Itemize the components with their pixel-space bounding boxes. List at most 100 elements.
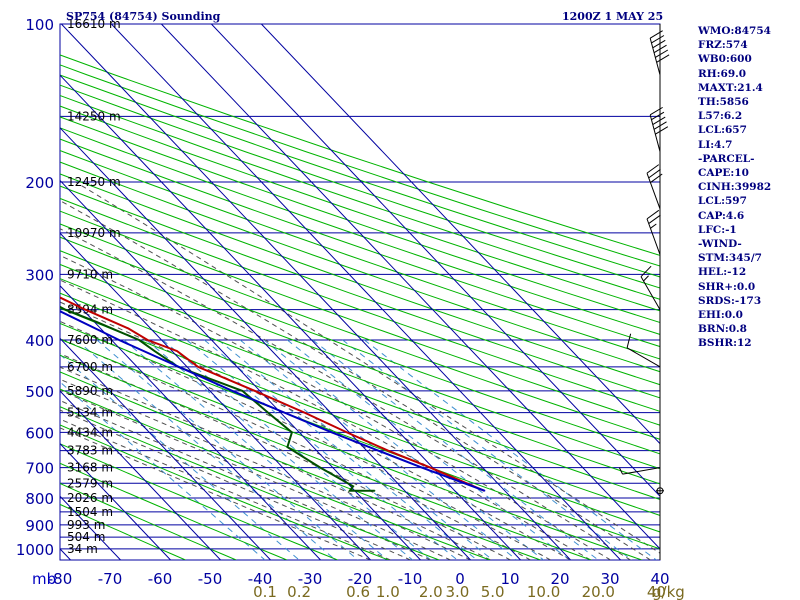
temperature-point (254, 390, 256, 392)
moist-adiabat-0 (60, 378, 471, 560)
index-line: EHI:0.0 (698, 309, 743, 322)
mixing-ratio-label-0.1: 0.1 (253, 583, 277, 600)
dry-adiabat-250 (60, 64, 660, 267)
x-tick-label--50: -50 (198, 570, 223, 588)
x-tick-label-10: 10 (500, 570, 519, 588)
dry-adiabat-180 (60, 138, 660, 348)
wind-barb-half-flag (618, 467, 624, 475)
parcel-point (331, 431, 333, 433)
mixing-ratio-line-1.5 (145, 339, 413, 560)
mixing-ratio-label-20.0: 20.0 (582, 583, 615, 600)
index-line: LFC:-1 (698, 223, 737, 236)
dewpoint-point (96, 321, 98, 323)
mixing-ratio-label-5.0: 5.0 (481, 583, 505, 600)
isotherm--40 (60, 337, 271, 560)
dry-adiabat--30 (60, 443, 338, 560)
dry-adiabat-200 (60, 116, 660, 324)
wind-barb-flag (653, 121, 667, 130)
x-tick-label-20: 20 (550, 570, 569, 588)
parcel-line (60, 310, 486, 492)
index-line: CINH:39982 (698, 181, 772, 194)
wind-barb-flag (648, 168, 661, 179)
moist-adiabat--16 (60, 418, 391, 560)
temperature-point (387, 450, 389, 452)
moist-adiabat-lines (60, 181, 660, 560)
dry-adiabat-260 (60, 54, 660, 256)
mixing-ratio-line-0.4 (76, 339, 336, 560)
isotherm--30 (60, 284, 321, 560)
pressure-label-1000: 1000 (16, 541, 54, 559)
wind-barb-column (618, 24, 670, 560)
isotherm-60 (261, 24, 660, 445)
wind-barb-flag (653, 44, 667, 54)
height-label-450: 6700 m (67, 360, 113, 374)
isotherm-20 (61, 24, 571, 560)
pressure-label-200: 200 (25, 174, 54, 192)
isotherm--50 (60, 390, 221, 560)
plot-frame (59, 23, 661, 561)
dry-adiabat-20 (60, 354, 592, 560)
pressure-label-800: 800 (25, 490, 54, 508)
dewpoint-point (64, 309, 66, 311)
dry-adiabat-30 (60, 338, 643, 560)
x-tick-label-30: 30 (600, 570, 619, 588)
index-line: RH:69.0 (698, 67, 747, 80)
height-label-650: 3783 m (67, 444, 113, 458)
parcel-point (421, 467, 423, 469)
height-label-1000: 34 m (67, 542, 98, 556)
x-tick-label--80: -80 (48, 570, 73, 588)
dry-adiabat--20 (60, 424, 389, 560)
wind-barb-flag (656, 54, 670, 63)
mixing-ratio-line-0.6 (96, 339, 359, 560)
x-tick-label--30: -30 (298, 570, 323, 588)
parcel-point (118, 339, 120, 341)
dry-adiabat--10 (60, 406, 440, 560)
pressure-label-700: 700 (25, 460, 54, 478)
dry-adiabat-90 (60, 250, 660, 470)
wind-barb-half-flag (650, 223, 657, 229)
parcel-point (231, 390, 233, 392)
height-label-250: 10970 m (67, 226, 121, 240)
dry-adiabat--50 (60, 482, 237, 560)
wind-barb-flag (640, 265, 652, 278)
dry-adiabat-60 (60, 292, 660, 516)
wind-barb-flag (650, 173, 663, 183)
dewpoint-point (154, 350, 156, 352)
index-line: CAPE:10 (698, 167, 749, 180)
index-line: WMO:84754 (698, 25, 771, 37)
dry-adiabat-220 (60, 94, 660, 300)
wind-barb-staff (649, 38, 661, 75)
isotherm-30 (111, 24, 621, 560)
height-label-150: 14250 m (67, 109, 121, 123)
height-label-700: 3168 m (67, 461, 113, 475)
dry-adiabat-10 (60, 371, 541, 560)
index-line: LCL:597 (698, 195, 747, 208)
mixing-ratio-line-0.1 (60, 381, 266, 560)
height-label-400: 7600 m (67, 333, 113, 347)
dewpoint-point (349, 490, 351, 492)
index-line: LCL:657 (698, 124, 747, 137)
wind-barb-staff (649, 114, 661, 152)
x-tick-label-40: 40 (650, 570, 669, 588)
pressure-label-500: 500 (25, 383, 54, 401)
height-label-100: 16610 m (67, 17, 121, 31)
dry-adiabat-lines (60, 54, 660, 560)
dry-adiabat-100 (60, 236, 660, 455)
sounding-indices-panel: WMO:84754 FRZ:574 WB0:600 RH:69.0 MAXT:21.4 T… (698, 24, 798, 351)
index-line: LI:4.7 (698, 138, 733, 151)
wind-barb-flag (646, 209, 660, 220)
moist-adiabat-8 (60, 353, 511, 560)
wind-barb-half-flag (643, 275, 649, 282)
height-label-750: 2579 m (67, 476, 113, 490)
index-line: L57:6.2 (698, 110, 743, 123)
temperature-line (60, 296, 485, 492)
height-label-850: 1504 m (67, 505, 113, 519)
x-tick-label--70: -70 (98, 570, 123, 588)
pressure-label-100: 100 (25, 16, 54, 34)
temperature-point (429, 467, 431, 469)
index-line: SHR+:0.0 (698, 280, 756, 293)
wind-barb-staff (622, 467, 661, 475)
mixing-ratio-labels: 0.1 0.2 0.6 1.0 2.0 3.0 5.0 10.0 20.0 40 (253, 583, 666, 600)
temperature-tick-labels: -80 -70 -60 -50 -40 -30 -20 -10 0 10 20 30 40 (48, 570, 670, 588)
mixing-ratio-line-2 (162, 339, 432, 560)
